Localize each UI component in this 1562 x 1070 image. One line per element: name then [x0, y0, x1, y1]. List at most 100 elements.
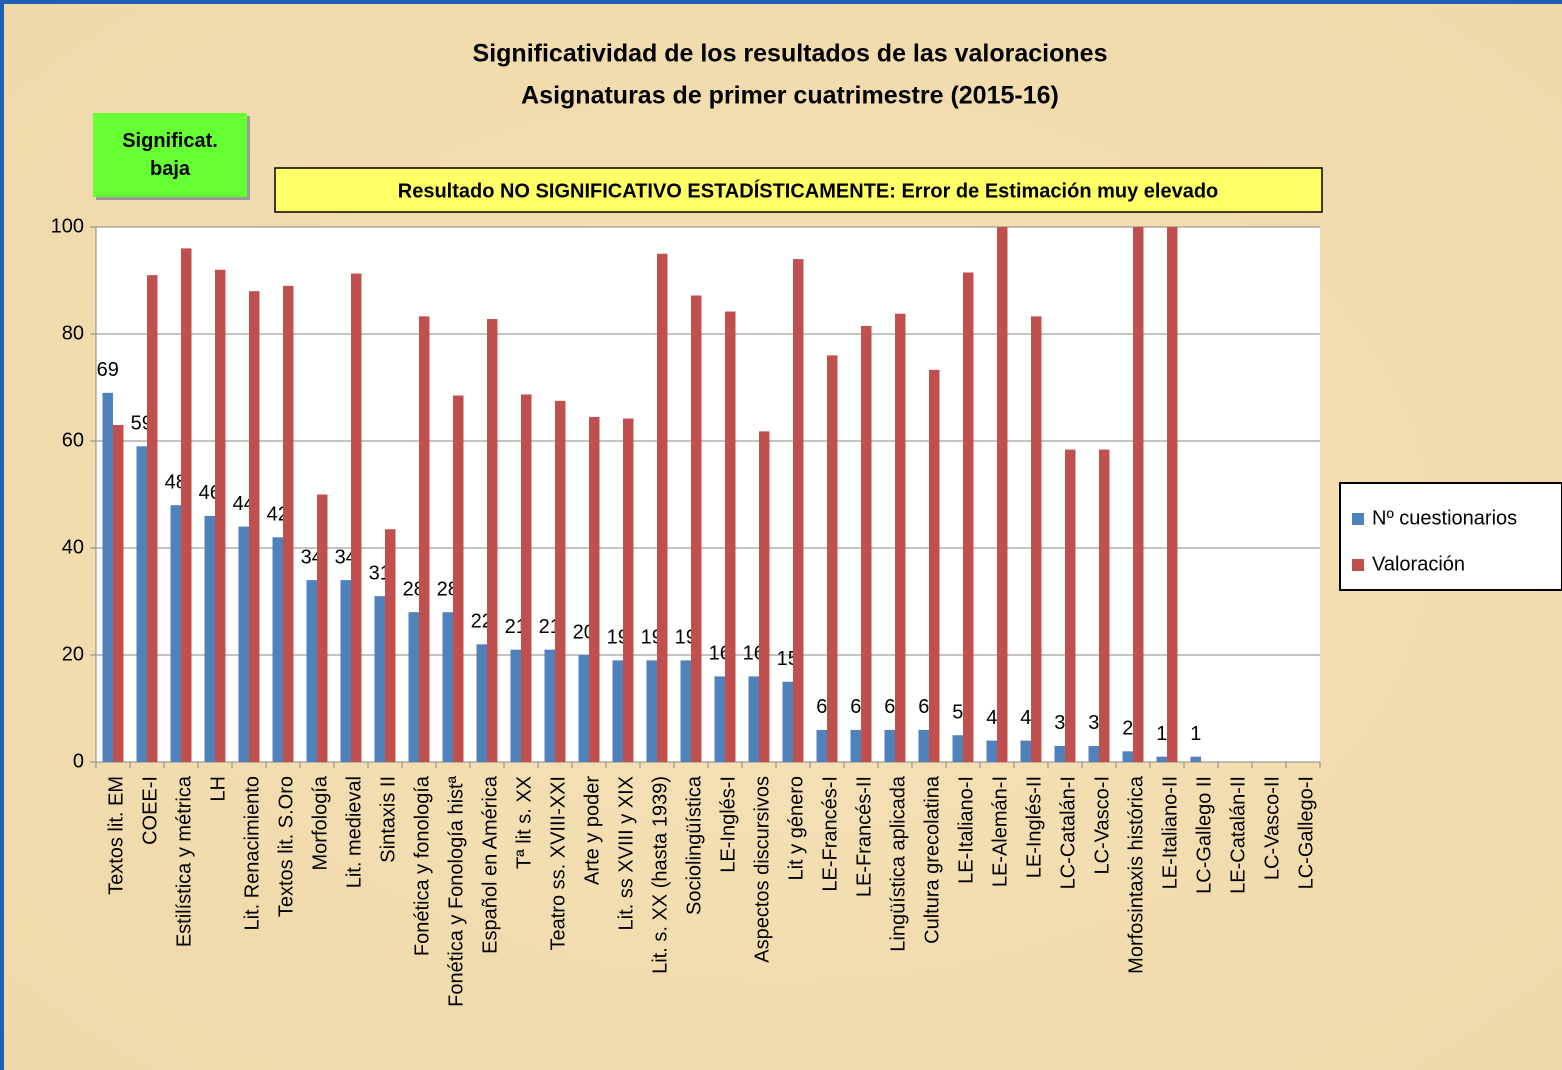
y-tick-label: 0 — [73, 750, 84, 772]
bar — [929, 369, 940, 762]
x-tick-label: LE-Inglés-I — [717, 776, 739, 873]
data-label: 4 — [986, 707, 997, 729]
x-tick-label: LE-Italiano-II — [1159, 776, 1181, 889]
y-tick-label: 80 — [62, 322, 84, 344]
bar — [147, 275, 158, 762]
bar — [782, 681, 793, 762]
bar — [895, 313, 906, 762]
bar — [850, 729, 861, 762]
bar — [1020, 740, 1031, 762]
bar — [952, 735, 963, 762]
x-tick-label: Teatro ss. XVIII-XXI — [547, 776, 569, 951]
legend-swatch — [1352, 513, 1364, 525]
bar — [521, 394, 532, 762]
x-tick-label: Español en América — [479, 775, 501, 954]
x-tick-label: Sintaxis II — [377, 776, 399, 863]
chart-subtitle: Asignaturas de primer cuatrimestre (2015… — [521, 82, 1059, 110]
bar — [306, 580, 317, 762]
warning-text: Resultado NO SIGNIFICATIVO ESTADÍSTICAME… — [398, 179, 1219, 202]
bar — [1031, 316, 1042, 762]
data-label: 3 — [1054, 712, 1065, 734]
bar — [453, 395, 464, 762]
data-label: 1 — [1190, 723, 1201, 745]
x-tick-label: Textos lit. S.Oro — [275, 776, 297, 917]
bar — [340, 580, 351, 762]
legend-label: Nº cuestionarios — [1372, 507, 1517, 529]
x-tick-label: LH — [207, 776, 229, 802]
y-tick-label: 20 — [62, 643, 84, 665]
bar — [714, 676, 725, 762]
data-label: 4 — [1020, 707, 1031, 729]
badge-text: Significat. baja — [122, 130, 218, 180]
bar — [215, 269, 226, 762]
data-label: 6 — [816, 696, 827, 718]
x-tick-label: LE-Francés-II — [853, 776, 875, 897]
legend: Nº cuestionarios Valoración — [1339, 482, 1562, 591]
x-tick-label: Lit. ss XVIII y XIX — [615, 776, 637, 931]
bar — [623, 418, 634, 762]
bar — [408, 612, 419, 762]
bar — [986, 740, 997, 762]
chart-title: Significatividad de los resultados de la… — [473, 40, 1108, 68]
data-label: 5 — [952, 702, 963, 724]
bar — [385, 529, 396, 762]
data-label: 6 — [884, 696, 895, 718]
x-tick-label: Textos lit. EM — [105, 776, 127, 895]
bar — [544, 649, 555, 762]
bar — [725, 311, 736, 762]
bar — [555, 400, 566, 762]
x-tick-label: LE-Italiano-I — [955, 776, 977, 884]
data-label: 3 — [1088, 712, 1099, 734]
bar — [102, 392, 113, 762]
data-label: 6 — [918, 696, 929, 718]
bar — [578, 655, 589, 762]
bar — [181, 248, 192, 762]
x-tick-label: Lit. Renacimiento — [241, 776, 263, 931]
bar — [238, 526, 249, 762]
bar — [793, 259, 804, 762]
x-tick-label: Fonética y fonología — [411, 775, 433, 956]
x-tick-label: Lit. s. XX (hasta 1939) — [649, 776, 671, 974]
y-tick-label: 40 — [62, 536, 84, 558]
x-tick-label: LC-Vasco-I — [1091, 776, 1113, 875]
x-tick-label: Estilística y métrica — [173, 775, 195, 947]
bar — [476, 644, 487, 762]
x-tick-label: Fonética y Fonología histª — [445, 775, 467, 1006]
data-label: 1 — [1156, 723, 1167, 745]
bar — [861, 325, 872, 762]
data-label: 69 — [97, 359, 119, 381]
bar — [1088, 745, 1099, 762]
bar — [691, 295, 702, 762]
x-tick-label: LC-Gallego-I — [1295, 776, 1317, 889]
x-tick-label: LE-Catalán-II — [1227, 776, 1249, 894]
bar — [1099, 449, 1110, 762]
legend-box — [1339, 482, 1562, 591]
x-tick-label: Tª lit s. XX — [513, 776, 535, 869]
bar — [918, 729, 929, 762]
bar — [1122, 751, 1133, 762]
y-tick-label: 100 — [51, 215, 84, 237]
bar — [374, 596, 385, 762]
bar — [816, 729, 827, 762]
bar — [510, 649, 521, 762]
bar — [113, 424, 124, 762]
bar — [204, 515, 215, 762]
bar — [759, 431, 770, 762]
x-tick-label: LC-Gallego II — [1193, 776, 1215, 894]
bar — [657, 253, 668, 762]
warning-box — [274, 167, 1323, 213]
x-tick-label: Cultura grecolatina — [921, 775, 943, 944]
bar — [612, 660, 623, 762]
data-label: 6 — [850, 696, 861, 718]
bar — [249, 291, 260, 762]
data-label: 2 — [1122, 718, 1133, 740]
x-tick-label: Lingüística aplicada — [887, 775, 909, 952]
badge — [93, 113, 247, 197]
bar — [272, 537, 283, 762]
x-tick-label: LE-Francés-I — [819, 776, 841, 892]
x-tick-label: LC-Vasco-II — [1261, 776, 1283, 880]
bar — [827, 355, 838, 762]
bar — [997, 227, 1008, 762]
